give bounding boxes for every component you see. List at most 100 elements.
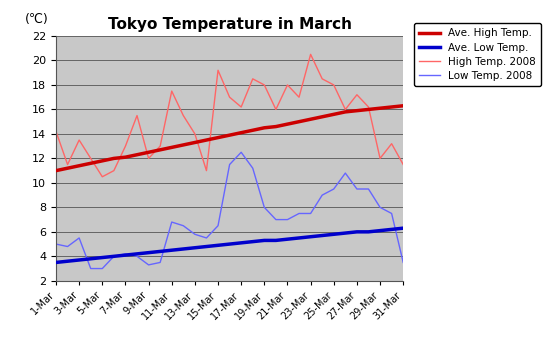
Ave. High Temp. xyxy=(145,150,152,154)
Ave. High Temp. xyxy=(192,140,198,145)
Ave. Low Temp. xyxy=(145,251,152,255)
Ave. Low Temp. xyxy=(388,227,395,231)
High Temp. 2008 xyxy=(353,93,360,97)
Ave. High Temp. xyxy=(87,161,94,166)
High Temp. 2008 xyxy=(203,168,210,173)
High Temp. 2008 xyxy=(319,77,325,81)
Ave. High Temp. xyxy=(99,159,106,163)
High Temp. 2008 xyxy=(192,132,198,136)
Low Temp. 2008 xyxy=(365,187,372,191)
Low Temp. 2008 xyxy=(157,260,164,265)
Text: (℃): (℃) xyxy=(25,13,49,26)
Legend: Ave. High Temp., Ave. Low Temp., High Temp. 2008, Low Temp. 2008: Ave. High Temp., Ave. Low Temp., High Te… xyxy=(414,23,542,86)
Line: Ave. Low Temp.: Ave. Low Temp. xyxy=(56,228,403,262)
High Temp. 2008 xyxy=(145,156,152,161)
High Temp. 2008 xyxy=(388,141,395,146)
Ave. High Temp. xyxy=(180,143,186,147)
Ave. Low Temp. xyxy=(377,229,384,233)
High Temp. 2008 xyxy=(180,113,186,118)
High Temp. 2008 xyxy=(226,95,233,99)
High Temp. 2008 xyxy=(400,162,407,167)
Low Temp. 2008 xyxy=(388,211,395,216)
High Temp. 2008 xyxy=(377,156,384,161)
Ave. High Temp. xyxy=(76,163,82,168)
Low Temp. 2008 xyxy=(53,242,59,246)
Low Temp. 2008 xyxy=(76,236,82,240)
Low Temp. 2008 xyxy=(87,266,94,271)
Ave. Low Temp. xyxy=(342,231,349,235)
Line: Ave. High Temp.: Ave. High Temp. xyxy=(56,106,403,171)
Ave. Low Temp. xyxy=(87,257,94,261)
Ave. High Temp. xyxy=(353,108,360,113)
Ave. High Temp. xyxy=(122,155,129,159)
Ave. High Temp. xyxy=(400,104,407,108)
High Temp. 2008 xyxy=(169,89,175,93)
Low Temp. 2008 xyxy=(284,217,291,222)
Ave. High Temp. xyxy=(214,135,221,140)
Ave. High Temp. xyxy=(388,105,395,109)
Ave. High Temp. xyxy=(365,107,372,112)
Low Temp. 2008 xyxy=(261,205,268,210)
Ave. Low Temp. xyxy=(365,230,372,234)
Low Temp. 2008 xyxy=(307,211,314,216)
Ave. Low Temp. xyxy=(273,238,279,243)
Ave. High Temp. xyxy=(377,106,384,111)
Low Temp. 2008 xyxy=(296,211,302,216)
Low Temp. 2008 xyxy=(377,205,384,210)
Ave. Low Temp. xyxy=(330,232,337,237)
Low Temp. 2008 xyxy=(330,187,337,191)
Ave. High Temp. xyxy=(296,120,302,124)
High Temp. 2008 xyxy=(157,144,164,148)
High Temp. 2008 xyxy=(330,83,337,87)
High Temp. 2008 xyxy=(53,129,59,134)
High Temp. 2008 xyxy=(284,83,291,87)
Line: High Temp. 2008: High Temp. 2008 xyxy=(56,54,403,177)
Low Temp. 2008 xyxy=(353,187,360,191)
Low Temp. 2008 xyxy=(238,150,245,154)
Ave. High Temp. xyxy=(273,125,279,129)
Ave. Low Temp. xyxy=(157,249,164,253)
High Temp. 2008 xyxy=(76,138,82,142)
Low Temp. 2008 xyxy=(64,244,71,249)
Ave. Low Temp. xyxy=(214,243,221,247)
Line: Low Temp. 2008: Low Temp. 2008 xyxy=(56,152,403,269)
Ave. Low Temp. xyxy=(400,226,407,230)
Low Temp. 2008 xyxy=(180,224,186,228)
High Temp. 2008 xyxy=(273,107,279,112)
Ave. Low Temp. xyxy=(122,253,129,257)
Ave. Low Temp. xyxy=(180,247,186,251)
Low Temp. 2008 xyxy=(203,236,210,240)
Ave. Low Temp. xyxy=(261,238,268,243)
High Temp. 2008 xyxy=(99,175,106,179)
Ave. Low Temp. xyxy=(76,258,82,262)
High Temp. 2008 xyxy=(249,77,256,81)
Low Temp. 2008 xyxy=(342,171,349,175)
High Temp. 2008 xyxy=(238,105,245,109)
Low Temp. 2008 xyxy=(273,217,279,222)
Ave. High Temp. xyxy=(203,138,210,142)
Low Temp. 2008 xyxy=(400,260,407,265)
Low Temp. 2008 xyxy=(99,266,106,271)
High Temp. 2008 xyxy=(261,83,268,87)
Low Temp. 2008 xyxy=(319,193,325,197)
Ave. High Temp. xyxy=(307,117,314,121)
High Temp. 2008 xyxy=(214,68,221,72)
Ave. High Temp. xyxy=(261,126,268,130)
Low Temp. 2008 xyxy=(192,232,198,237)
Ave. Low Temp. xyxy=(296,236,302,240)
Ave. Low Temp. xyxy=(319,233,325,238)
Ave. High Temp. xyxy=(64,166,71,170)
High Temp. 2008 xyxy=(307,52,314,57)
Ave. Low Temp. xyxy=(169,248,175,252)
Ave. Low Temp. xyxy=(203,244,210,249)
Ave. Low Temp. xyxy=(64,259,71,264)
Low Temp. 2008 xyxy=(169,220,175,224)
High Temp. 2008 xyxy=(296,95,302,99)
High Temp. 2008 xyxy=(342,107,349,112)
Ave. High Temp. xyxy=(330,112,337,117)
High Temp. 2008 xyxy=(64,162,71,167)
Ave. High Temp. xyxy=(249,128,256,132)
Ave. Low Temp. xyxy=(238,241,245,245)
Ave. Low Temp. xyxy=(110,254,117,258)
Low Temp. 2008 xyxy=(145,263,152,267)
